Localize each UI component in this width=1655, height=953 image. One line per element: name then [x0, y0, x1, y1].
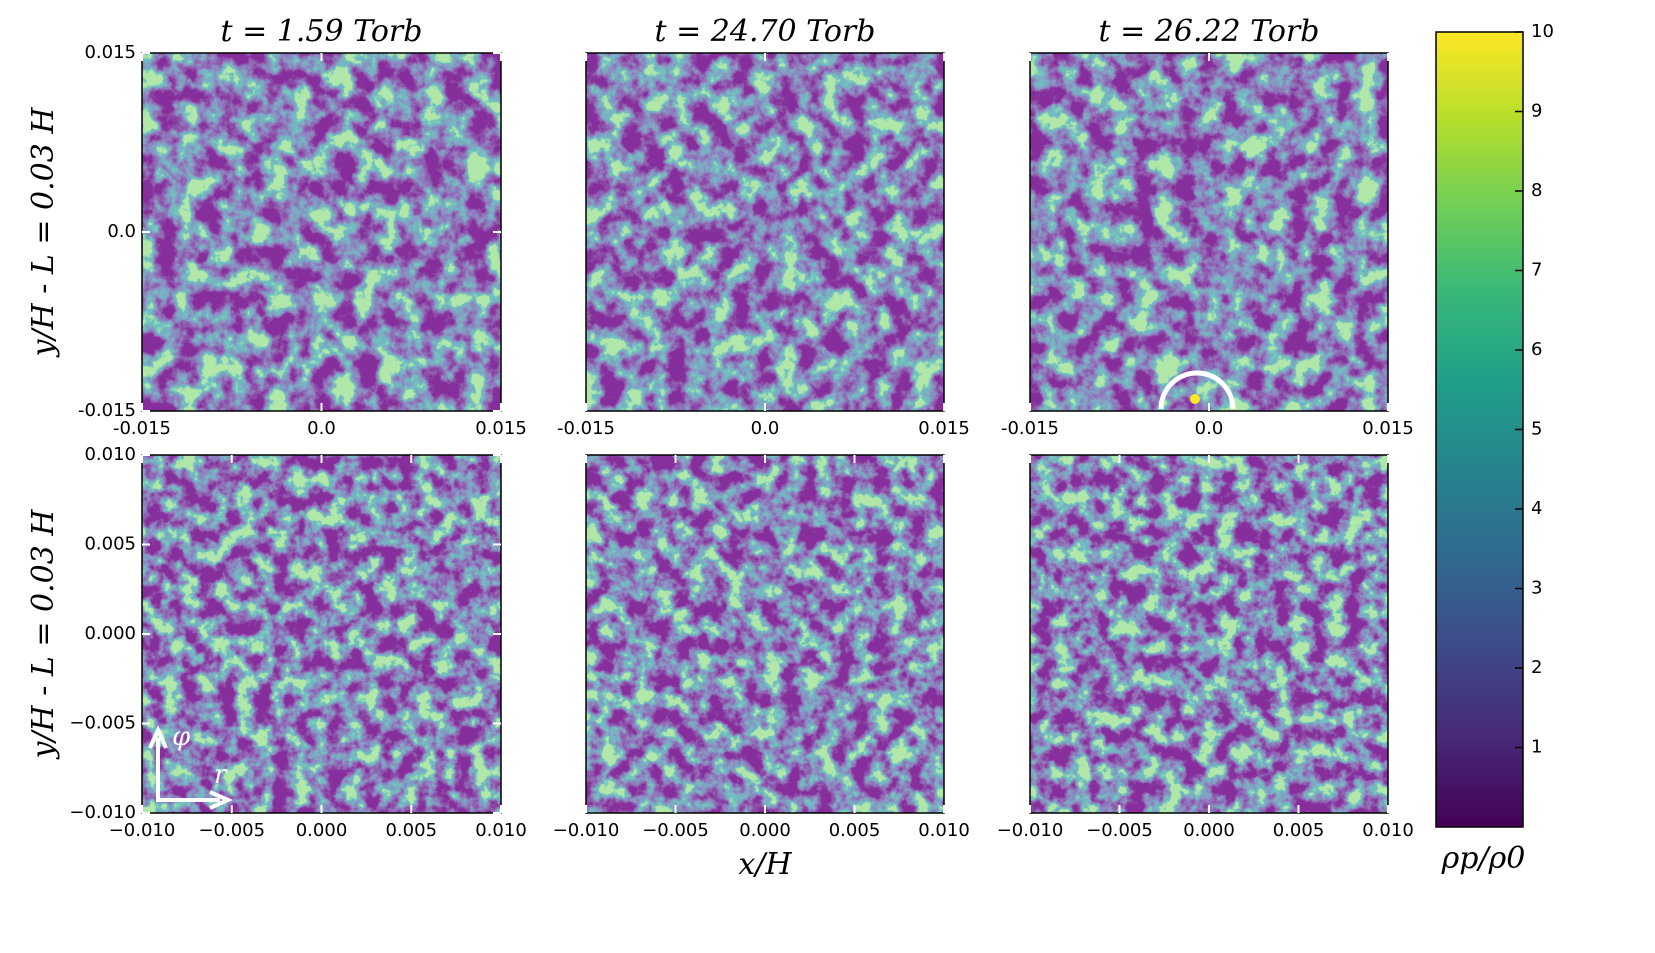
- highlight-circle: [1158, 370, 1236, 410]
- panel: −0.010 −0.005 0.000 0.005 0.010 x/H: [553, 454, 970, 882]
- colorbar-tick-label: 4: [1531, 498, 1542, 519]
- x-tick-label: -0.015: [113, 418, 171, 439]
- y-tick-label: 0.015: [84, 42, 136, 63]
- colorbar-tick-label: 2: [1531, 657, 1542, 678]
- x-tick-label: 0.015: [475, 418, 527, 439]
- annotation: φ: [172, 722, 191, 752]
- panel: -0.015 0.0 0.015 -0.015 0.0 0.015 t = 1.59 Tor…: [26, 14, 527, 439]
- x-tick-label: 0.000: [296, 820, 348, 841]
- panel-title: t = 24.70 Torb: [655, 14, 876, 49]
- heatmap-image: [1030, 455, 1388, 813]
- heatmap-image: [142, 455, 501, 813]
- y-axis-label: y/H - L = 0.03 H: [26, 509, 61, 761]
- colorbar-label: ρp/ρ0: [1441, 841, 1526, 876]
- x-tick-label: 0.005: [385, 820, 437, 841]
- annotation: r: [214, 760, 228, 790]
- x-tick-label: −0.010: [997, 820, 1064, 841]
- x-tick-label: 0.000: [739, 820, 791, 841]
- x-tick-label: −0.010: [553, 820, 620, 841]
- y-axis-label: y/H - L = 0.03 H: [26, 107, 61, 359]
- x-tick-label: 0.0: [751, 418, 780, 439]
- heatmap-image: [142, 53, 501, 411]
- colorbar-tick-label: 7: [1531, 260, 1542, 281]
- x-tick-label: 0.000: [1183, 820, 1235, 841]
- x-tick-label: 0.015: [918, 418, 970, 439]
- heatmap-image: [1030, 53, 1388, 411]
- x-tick-label: 0.010: [1362, 820, 1414, 841]
- x-tick-label: 0.010: [918, 820, 970, 841]
- x-tick-label: -0.015: [1001, 418, 1059, 439]
- y-tick-label: 0.005: [84, 534, 136, 555]
- arrow: [156, 790, 233, 810]
- panel: −0.010 −0.005 0.000 0.005 0.010: [997, 454, 1414, 841]
- y-tick-label: 0.000: [84, 623, 136, 644]
- heatmap-image: [586, 53, 944, 411]
- y-tick-label: −0.005: [69, 713, 136, 734]
- x-tick-label: 0.010: [475, 820, 527, 841]
- arrow: [148, 725, 168, 800]
- panel: -0.015 0.0 0.015 t = 24.70 Torb: [557, 14, 970, 439]
- y-tick-label: −0.010: [69, 802, 136, 823]
- colorbar-tick-label: 9: [1531, 101, 1542, 122]
- x-tick-label: −0.005: [198, 820, 265, 841]
- colorbar-tick-label: 3: [1531, 578, 1542, 599]
- colorbar-tick-label: 6: [1531, 339, 1542, 360]
- colorbar-tick-label: 1: [1531, 737, 1542, 758]
- y-tick-label: -0.015: [78, 400, 136, 421]
- colorbar-tick-label: 8: [1531, 180, 1542, 201]
- panel: -0.015 0.0 0.015 t = 26.22 Torb: [1001, 14, 1414, 439]
- colorbar-tick-label: 10: [1531, 21, 1554, 42]
- x-tick-label: −0.010: [109, 820, 176, 841]
- colorbar-tick-label: 5: [1531, 419, 1542, 440]
- heatmap-image: [586, 455, 944, 813]
- clump: [1190, 394, 1200, 404]
- x-tick-label: 0.0: [1195, 418, 1224, 439]
- x-tick-label: −0.005: [1086, 820, 1153, 841]
- panel-title: t = 1.59 Torb: [221, 14, 423, 49]
- panel: −0.010 −0.005 0.000 0.005 0.010 −0.010 −0.005 0…: [26, 444, 527, 841]
- x-tick-label: 0.015: [1362, 418, 1414, 439]
- y-tick-label: 0.0: [107, 221, 136, 242]
- y-tick-label: 0.010: [84, 444, 136, 465]
- x-tick-label: 0.005: [829, 820, 881, 841]
- x-tick-label: 0.005: [1273, 820, 1325, 841]
- colorbar: [1435, 31, 1524, 828]
- x-tick-label: -0.015: [557, 418, 615, 439]
- x-axis-label: x/H: [738, 847, 792, 882]
- x-tick-label: −0.005: [642, 820, 709, 841]
- x-tick-label: 0.0: [307, 418, 336, 439]
- panel-title: t = 26.22 Torb: [1099, 14, 1320, 49]
